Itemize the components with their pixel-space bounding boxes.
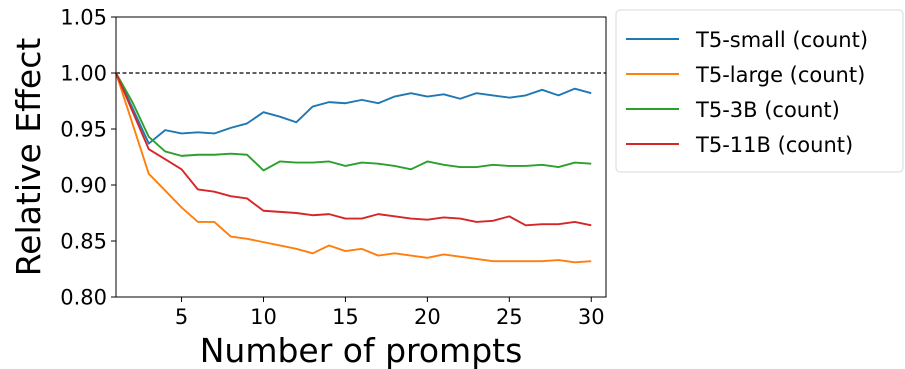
y-tick-label: 1.05 <box>60 6 107 30</box>
plot-frame <box>115 16 607 298</box>
legend-label: T5-11B (count) <box>695 133 853 157</box>
x-tick-label: 25 <box>496 305 523 329</box>
series-line-2 <box>115 72 592 172</box>
axes: 5 10 15 20 25 30 0.80 0.85 0.90 0.95 1.00 1.05 <box>60 6 607 329</box>
series-line-0 <box>115 72 592 145</box>
series-line-1 <box>115 72 592 264</box>
x-axis-label: Number of prompts <box>200 331 523 369</box>
y-tick-label: 1.00 <box>60 62 107 86</box>
x-tick-label: 15 <box>332 305 359 329</box>
x-tick-label: 30 <box>578 305 605 329</box>
legend-box <box>615 9 904 173</box>
plot-area <box>115 72 606 264</box>
legend-label: T5-3B (count) <box>695 98 840 122</box>
legend-label: T5-small (count) <box>695 28 868 52</box>
y-tick-label: 0.95 <box>60 118 107 142</box>
x-tick-label: 10 <box>250 305 277 329</box>
y-tick-label: 0.85 <box>60 230 107 254</box>
series-line-3 <box>115 72 592 227</box>
y-tick-label: 0.80 <box>60 286 107 310</box>
x-tick-label: 20 <box>414 305 441 329</box>
y-axis-label: Relative Effect <box>9 38 48 277</box>
legend: T5-small (count) T5-large (count) T5-3B (c… <box>615 9 904 173</box>
y-tick-label: 0.90 <box>60 174 107 198</box>
x-tick-label: 5 <box>175 305 188 329</box>
legend-label: T5-large (count) <box>695 63 865 87</box>
